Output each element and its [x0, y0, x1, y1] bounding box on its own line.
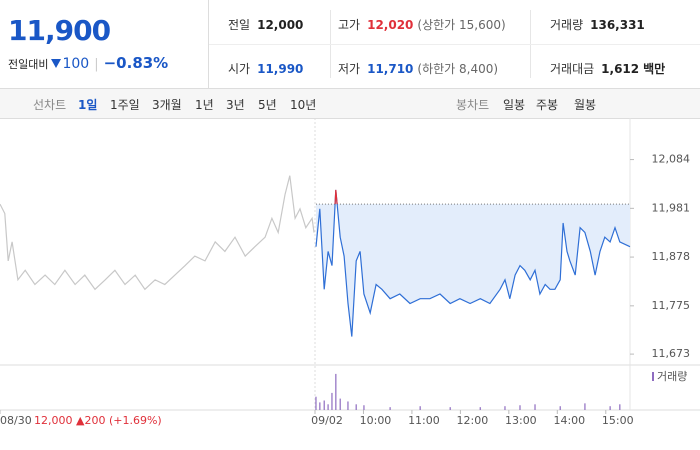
tab[interactable]: 일봉: [503, 98, 526, 112]
volume-bar: [327, 404, 329, 410]
x-tick-label: 13:00: [505, 414, 537, 427]
y-tick-label: 11,673: [652, 347, 691, 360]
stat-value: 11,710: [367, 62, 414, 76]
area-fill: [315, 189, 630, 337]
price: 11,900: [8, 14, 111, 47]
tab[interactable]: 월봉: [574, 98, 597, 112]
y-tick-label: 11,878: [652, 250, 691, 263]
stat-value: 136,331: [590, 18, 645, 32]
stat-extra: (상한가 15,600): [417, 18, 506, 32]
stat-value: 1,612: [601, 62, 640, 76]
stat: 전일 12,000: [228, 16, 303, 33]
stat-value: 11,990: [257, 62, 304, 76]
tab[interactable]: 1일: [78, 98, 98, 112]
tab[interactable]: 3년: [226, 98, 245, 112]
y-tick-label: 11,775: [652, 299, 691, 312]
tab[interactable]: 1년: [195, 98, 214, 112]
tab-group-label: 봉차트: [456, 98, 490, 112]
volume-bar: [609, 406, 611, 410]
x-tick-label: 10:00: [360, 414, 392, 427]
separator: |: [94, 57, 99, 72]
volume-bar: [479, 407, 481, 410]
stat-label: 거래량: [550, 18, 584, 32]
stat-label: 저가: [338, 62, 361, 76]
volume-bar: [335, 373, 337, 410]
price-line: [0, 175, 315, 291]
tab[interactable]: 3개월: [152, 98, 182, 112]
volume-bar: [331, 392, 333, 410]
tab[interactable]: 5년: [258, 98, 277, 112]
volume-bar: [559, 406, 561, 410]
stat-label: 고가: [338, 18, 361, 32]
volume-bar: [319, 402, 321, 410]
quote-header: 11,900 전일대비 100 | −0.83% 전일 12,000 고가 12,020 (상…: [0, 0, 700, 89]
stat-value: 12,020: [367, 18, 414, 32]
x-tick-label: 12:00: [457, 414, 489, 427]
volume-bar: [389, 407, 391, 410]
stat: 거래량 136,331: [550, 16, 645, 33]
stat-label: 전일: [228, 18, 251, 32]
stat: 시가 11,990: [228, 60, 303, 77]
tab[interactable]: 1주일: [110, 98, 140, 112]
y-tick-label: 12,084: [652, 153, 691, 166]
volume-bar: [355, 404, 357, 410]
change-label: 전일대비: [8, 58, 49, 71]
annotation: 12,000 ▲200 (+1.69%): [34, 414, 162, 427]
legend-swatch: [652, 372, 654, 381]
stat: 저가 11,710 (하한가 8,400): [338, 60, 498, 77]
stat-label: 시가: [228, 62, 251, 76]
x-tick-label: 11:00: [408, 414, 440, 427]
change: 100: [62, 56, 90, 72]
quote-box: 11,900 전일대비 100 | −0.83%: [0, 0, 209, 88]
volume-bar: [419, 406, 421, 410]
x-tick-label: 08/30: [0, 414, 32, 427]
change-pct: −0.83%: [103, 54, 169, 72]
volume-bar: [449, 407, 451, 410]
tab[interactable]: 주봉: [536, 98, 559, 112]
divider: [209, 44, 700, 45]
volume-bar: [315, 396, 317, 410]
tab-bar: 선차트 1일 1주일 3개월 1년 3년 5년 10년 봉차트 일봉 주봉 월봉: [0, 89, 700, 119]
x-tick-label: 15:00: [602, 414, 634, 427]
volume-bar: [534, 404, 536, 410]
volume-bar: [339, 398, 341, 410]
volume-bar: [504, 406, 506, 410]
x-tick-label: 09/02: [311, 414, 343, 427]
x-tick-label: 14:00: [553, 414, 585, 427]
volume-bar: [584, 403, 586, 410]
change-row: 전일대비 100 | −0.83%: [8, 54, 168, 72]
volume-bar: [323, 400, 325, 410]
legend-label: 거래량: [657, 370, 687, 383]
y-tick-label: 11,981: [652, 201, 691, 214]
volume-bar: [347, 401, 349, 410]
tab-group-label: 선차트: [33, 98, 67, 112]
volume-bar: [363, 405, 365, 410]
stat-extra: (하한가 8,400): [417, 62, 499, 76]
stat: 고가 12,020 (상한가 15,600): [338, 16, 506, 33]
stat: 거래대금 1,612 백만: [550, 60, 665, 77]
down-icon: [51, 59, 62, 68]
chart: 11,673 11,775 11,878 11,981 12,084 08/30 09/02…: [0, 118, 700, 427]
price-line: [315, 189, 631, 337]
volume-bar: [519, 405, 521, 410]
stat-value: 12,000: [257, 18, 304, 32]
stat-extra: 백만: [643, 62, 666, 76]
stat-label: 거래대금: [550, 62, 595, 76]
tab[interactable]: 10년: [290, 98, 317, 112]
volume-bar: [619, 404, 621, 410]
